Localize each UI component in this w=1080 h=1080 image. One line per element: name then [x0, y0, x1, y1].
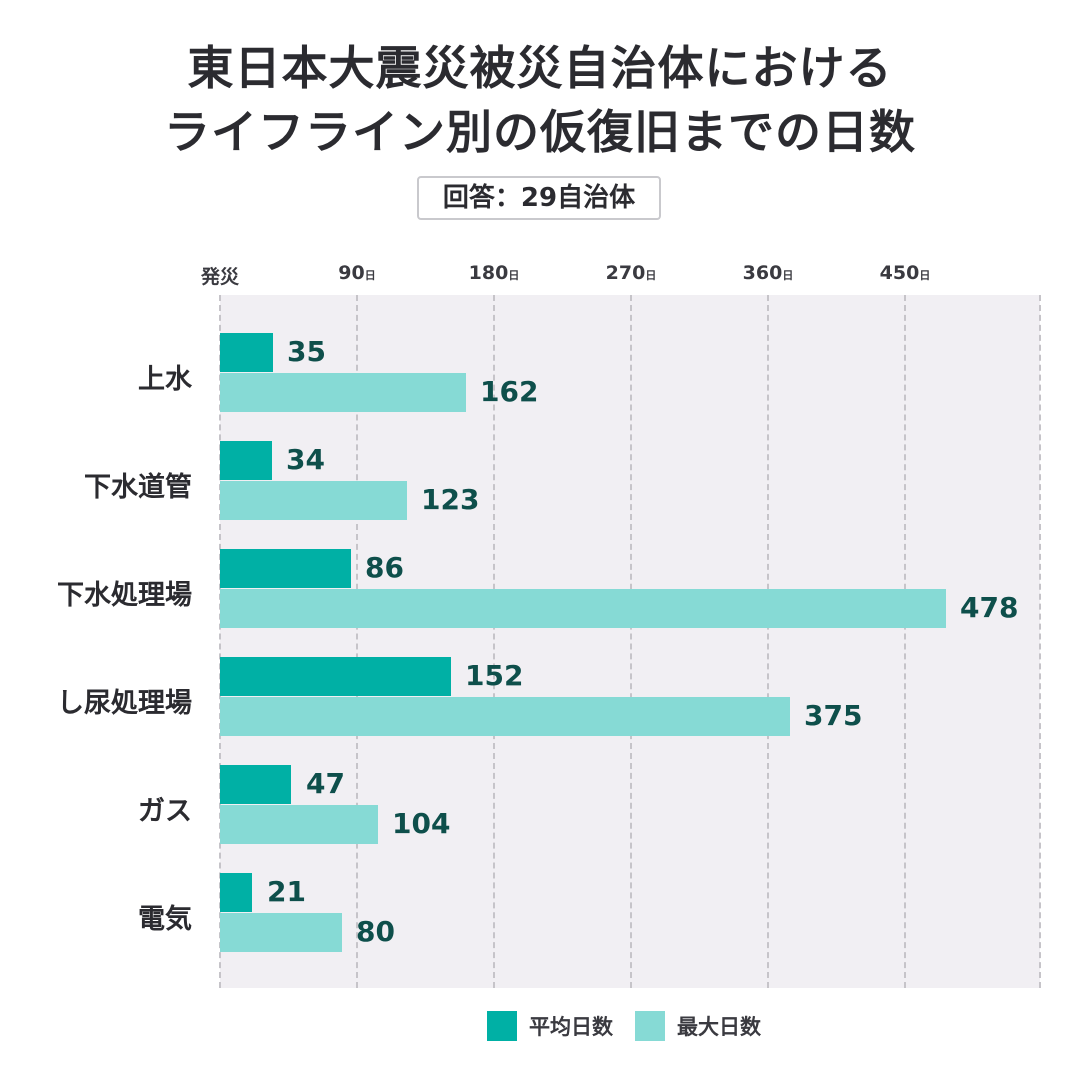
bar-max	[220, 913, 342, 952]
bar-max	[220, 805, 378, 844]
bar-avg	[220, 441, 272, 480]
gridline-540	[1039, 295, 1041, 988]
respondents-badge: 回答：29自治体	[417, 176, 661, 220]
chart-title-line2: ライフライン別の仮復旧までの日数	[164, 105, 916, 159]
gridline-450	[904, 295, 906, 988]
value-label-max: 162	[480, 375, 539, 408]
axis-tick-360: 360日	[742, 262, 794, 284]
axis-tick-180: 180日	[468, 262, 520, 284]
bar-max	[220, 589, 946, 628]
value-label-max: 478	[960, 591, 1019, 624]
value-label-max: 104	[392, 807, 451, 840]
bar-max	[220, 481, 407, 520]
axis-tick-270: 270日	[605, 262, 657, 284]
gridline-0	[219, 295, 221, 988]
axis-tick-0: 発災	[200, 266, 240, 288]
bar-avg	[220, 333, 273, 372]
category-label: 上水	[138, 364, 192, 395]
gridline-180	[493, 295, 495, 988]
category-label: し尿処理場	[57, 688, 192, 719]
legend-label-max: 最大日数	[677, 1015, 761, 1039]
legend: 平均日数 最大日数	[487, 1011, 783, 1041]
category-label: 電気	[138, 904, 192, 935]
gridline-270	[630, 295, 632, 988]
value-label-avg: 152	[465, 659, 524, 692]
legend-label-avg: 平均日数	[529, 1015, 613, 1039]
value-label-avg: 34	[286, 443, 325, 476]
value-label-max: 80	[356, 915, 395, 948]
gridline-90	[356, 295, 358, 988]
gridline-360	[767, 295, 769, 988]
value-label-avg: 21	[267, 875, 306, 908]
legend-swatch-max	[635, 1011, 665, 1041]
legend-swatch-avg	[487, 1011, 517, 1041]
bar-avg	[220, 657, 451, 696]
bar-avg	[220, 549, 351, 588]
chart-title-line1: 東日本大震災被災自治体における	[187, 41, 893, 95]
axis-tick-90: 90日	[338, 262, 376, 284]
bar-max	[220, 373, 466, 412]
bar-avg	[220, 873, 252, 912]
category-label: 下水道管	[84, 472, 192, 503]
axis-tick-450: 450日	[879, 262, 931, 284]
category-label: ガス	[138, 796, 192, 827]
value-label-max: 375	[804, 699, 863, 732]
value-label-avg: 86	[365, 551, 404, 584]
bar-avg	[220, 765, 291, 804]
value-label-max: 123	[421, 483, 480, 516]
bar-max	[220, 697, 790, 736]
value-label-avg: 35	[287, 335, 326, 368]
category-label: 下水処理場	[57, 580, 192, 611]
value-label-avg: 47	[306, 767, 345, 800]
